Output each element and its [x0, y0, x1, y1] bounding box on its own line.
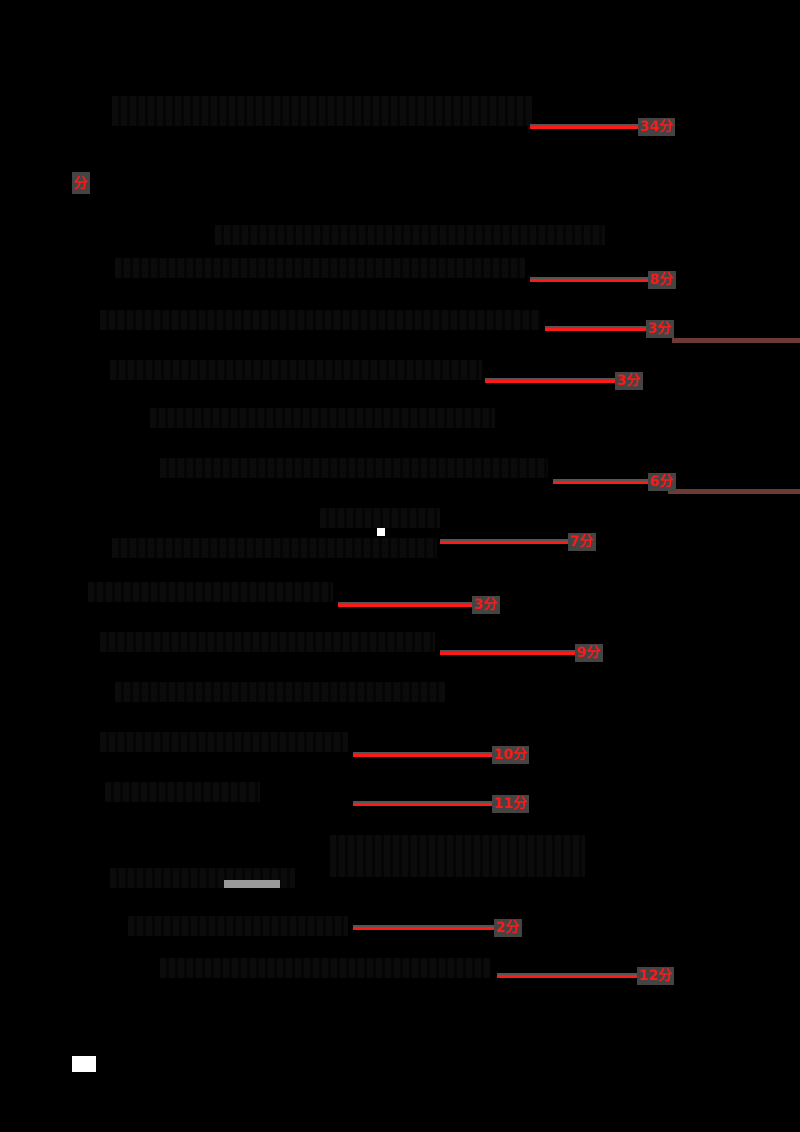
- title-line: [112, 96, 532, 126]
- score-label: 11分: [492, 795, 530, 813]
- annotation-line: [530, 278, 648, 282]
- score-annotation: 10分: [353, 746, 530, 764]
- annotation-line: [545, 327, 646, 331]
- text-row: [100, 310, 540, 330]
- text-row: [160, 958, 490, 978]
- text-row: [100, 732, 348, 752]
- annotation-line: [353, 926, 494, 930]
- score-annotation: 11分: [353, 795, 530, 813]
- score-label: 3分: [472, 596, 500, 614]
- score-annotation: 9分: [440, 644, 603, 662]
- score-annotation: 8分: [530, 271, 676, 289]
- text-row: [115, 682, 445, 702]
- trail-line: [672, 338, 800, 343]
- annotation-line: [440, 651, 575, 655]
- score-label: 8分: [648, 271, 676, 289]
- annotation-line: [553, 480, 648, 484]
- white-mark: [377, 528, 385, 536]
- text-row: [112, 538, 437, 558]
- score-annotation: 3分: [485, 372, 643, 390]
- text-row: [215, 225, 605, 245]
- annotation-line: [440, 540, 568, 544]
- gray-bar: [224, 880, 280, 888]
- score-label: 2分: [494, 919, 522, 937]
- text-row: [128, 916, 348, 936]
- text-row: [150, 408, 495, 428]
- annotation-line: [338, 603, 472, 607]
- text-row: [100, 632, 435, 652]
- annotation-line: [530, 125, 638, 129]
- text-row: [320, 508, 440, 528]
- text-row: [88, 582, 333, 602]
- score-annotation: 2分: [353, 919, 522, 937]
- score-annotation: 7分: [440, 533, 596, 551]
- score-label: 10分: [492, 746, 530, 764]
- text-row: [330, 835, 585, 877]
- annotation-line: [353, 802, 492, 806]
- score-annotation: 3分: [545, 320, 674, 338]
- score-label: 3分: [615, 372, 643, 390]
- score-annotation: 3分: [338, 596, 500, 614]
- score-annotation: 12分: [497, 967, 675, 985]
- score-annotation: 6分: [553, 473, 676, 491]
- annotation-line: [497, 974, 637, 978]
- score-label: 3分: [646, 320, 674, 338]
- left-marker: 分: [72, 172, 90, 194]
- score-label: 7分: [568, 533, 596, 551]
- trail-line: [668, 489, 800, 494]
- score-label: 9分: [575, 644, 603, 662]
- text-row: [105, 782, 260, 802]
- text-row: [115, 258, 525, 278]
- score-annotation: 34分: [530, 118, 676, 136]
- score-label: 34分: [638, 118, 676, 136]
- annotation-line: [485, 379, 615, 383]
- score-label: 6分: [648, 473, 676, 491]
- text-row: [160, 458, 548, 478]
- annotation-line: [353, 753, 492, 757]
- text-row: [110, 360, 482, 380]
- white-box: [72, 1056, 96, 1072]
- score-label: 12分: [637, 967, 675, 985]
